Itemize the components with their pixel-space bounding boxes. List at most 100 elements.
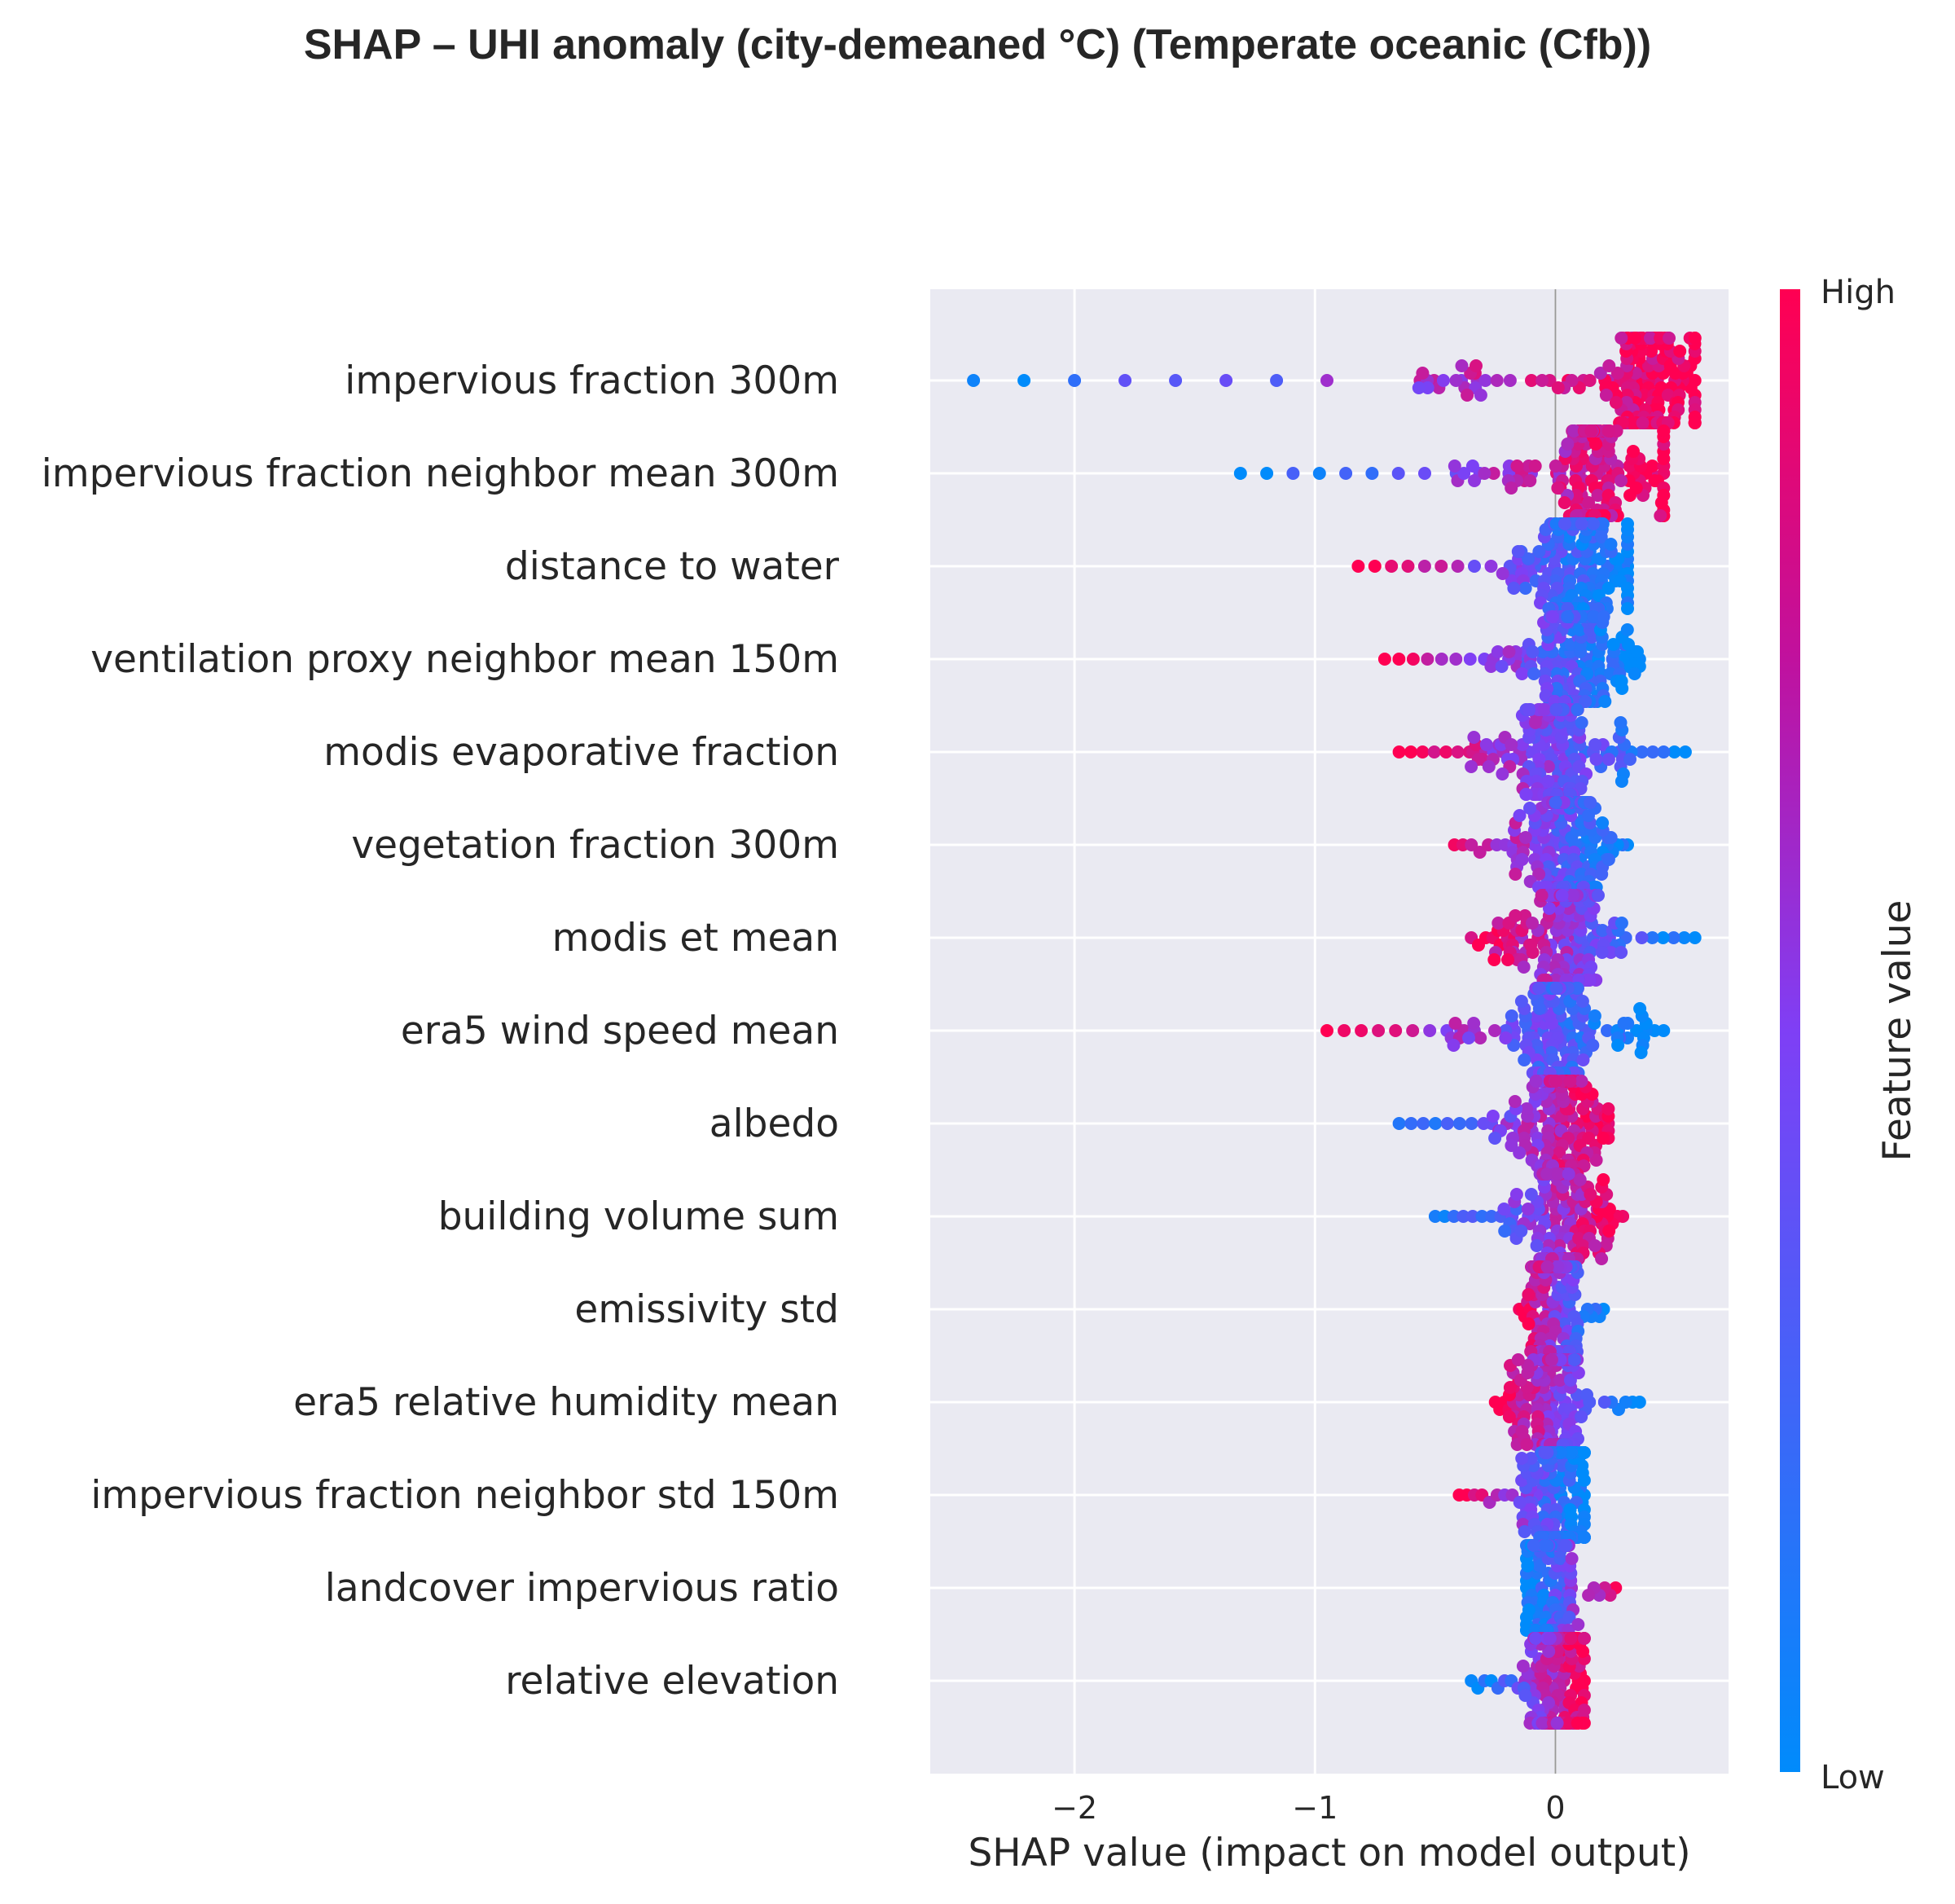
shap-point [1339,467,1353,480]
shap-point [1513,1496,1527,1509]
shap-point [1508,1095,1522,1108]
shap-point [1644,332,1657,345]
shap-point [1663,332,1676,345]
shap-point [1576,1053,1590,1066]
feature-label: modis evaporative fraction [323,730,839,775]
shap-point [1627,445,1640,458]
shap-point [1465,1117,1478,1130]
shap-point [1562,1611,1576,1624]
shap-point [1579,695,1593,708]
feature-label: emissivity std [574,1287,839,1332]
shap-point [1392,745,1406,759]
shap-point [1584,424,1598,438]
shap-point [1540,1446,1554,1459]
shap-point [1447,1039,1461,1052]
shap-point [1511,545,1525,558]
shap-point [1377,653,1391,666]
shap-point [1667,745,1681,759]
shap-point [1620,623,1634,636]
shap-point [1473,846,1487,859]
x-axis-label: SHAP value (impact on model output) [968,1831,1690,1875]
shap-point [1412,381,1426,394]
shap-point [1558,1539,1572,1552]
shap-point [1270,374,1284,387]
shap-point [1645,460,1659,473]
shap-point [1365,467,1379,480]
shap-point [1487,467,1500,480]
shap-point [1392,653,1406,666]
shap-point [1558,517,1571,530]
shap-point [1631,645,1644,658]
shap-point [1525,374,1538,387]
shap-point [1406,1024,1420,1037]
shap-point [1535,889,1549,902]
shap-point [1549,1075,1563,1088]
shap-point [1482,760,1496,773]
shap-point [1609,396,1623,409]
shap-point [1597,1132,1610,1145]
shap-point [1505,481,1518,495]
shap-point [1601,424,1615,438]
shap-point [1549,796,1562,809]
shap-point [1688,931,1702,944]
feature-label: impervious fraction 300m [345,358,839,403]
shap-point [1219,374,1233,387]
shap-point [1474,1031,1487,1044]
shap-point [1540,1260,1554,1273]
shap-point [1514,1225,1528,1238]
shap-point [1515,667,1529,680]
shap-point [1654,509,1667,522]
shap-point [1596,816,1610,829]
shap-point [1523,474,1537,487]
shap-point [1465,1210,1479,1223]
shap-point [1484,560,1498,573]
feature-label: building volume sum [438,1194,839,1239]
shap-point [1623,489,1636,502]
shap-point [1606,638,1620,651]
shap-point [1421,653,1434,666]
shap-point [1688,332,1702,345]
shap-point [1657,745,1671,759]
shap-point [1688,416,1702,429]
shap-point [1597,1173,1610,1186]
shap-point [1465,760,1478,773]
shap-point [1448,460,1461,473]
shap-point [1527,1539,1540,1552]
shap-point [1571,1717,1584,1730]
shap-point [1518,582,1532,595]
shap-point [1509,868,1522,881]
shap-point [1633,1002,1647,1015]
shap-point [1575,1410,1588,1423]
shap-point [1517,961,1531,974]
shap-point [1561,610,1575,623]
shap-point [1601,582,1615,595]
shap-point [1463,653,1477,666]
shap-point [1462,1031,1475,1044]
shap-point [1551,1260,1565,1273]
shap-point [1496,767,1509,781]
shap-point [1485,1210,1498,1223]
shap-point [1521,1203,1535,1216]
shap-point [1526,946,1540,959]
shap-point [1320,374,1333,387]
shap-point [1529,1075,1543,1088]
shap-point [1613,574,1627,587]
shap-point [1513,1146,1527,1159]
shap-point [1597,610,1610,623]
shap-point [1468,560,1481,573]
shap-point [1434,560,1448,573]
shap-point [1510,460,1524,473]
shap-point [1355,1024,1368,1037]
shap-point [1503,374,1517,387]
shap-point [1526,917,1539,930]
shap-point [1449,374,1463,387]
shap-point [1601,853,1615,866]
shap-point [1467,1017,1481,1030]
shap-point [1617,1017,1631,1030]
shap-point [1502,645,1516,658]
shap-point [1549,982,1563,995]
shap-point [1601,1024,1614,1037]
shap-point [1488,1024,1501,1037]
shap-point [1657,1024,1671,1037]
shap-point [1587,610,1601,623]
